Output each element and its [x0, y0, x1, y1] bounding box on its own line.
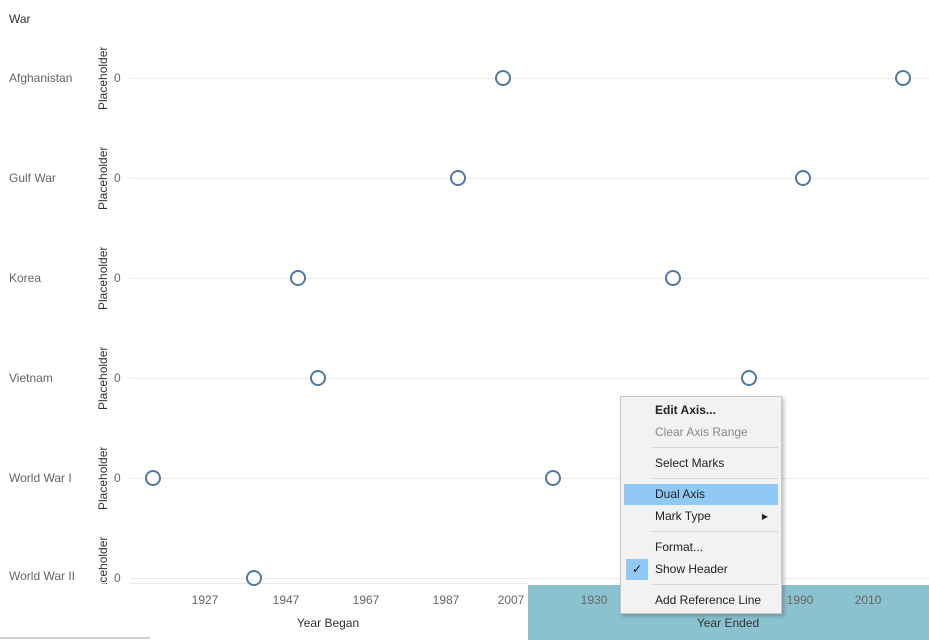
measure-axis-label[interactable]: Placeholder: [96, 46, 110, 110]
mark-afghanistan-began[interactable]: [495, 70, 511, 86]
mark-gulf-war-began[interactable]: [450, 170, 466, 186]
row-gridline: [130, 178, 929, 179]
mark-korea-began[interactable]: [290, 270, 306, 286]
row-label-afghanistan[interactable]: Afghanistan: [9, 71, 73, 85]
row-gridline: [130, 78, 929, 79]
year-ended-tick: 1930: [580, 593, 608, 607]
mark-korea-ended[interactable]: [665, 270, 681, 286]
year-ended-axis-title[interactable]: Year Ended: [696, 616, 760, 630]
row-gridline: [130, 478, 929, 479]
bottom-border: [0, 637, 150, 639]
year-ended-tick: 1990: [786, 593, 814, 607]
mark-afghanistan-ended[interactable]: [895, 70, 911, 86]
mark-world-war-i-ended[interactable]: [545, 470, 561, 486]
zero-tick: 0: [114, 71, 121, 85]
year-began-tick: 1927: [191, 593, 219, 607]
year-began-tick: 1987: [432, 593, 460, 607]
year-began-axis-title[interactable]: Year Began: [296, 616, 360, 630]
mark-vietnam-began[interactable]: [310, 370, 326, 386]
menu-item-mark-type-label: Mark Type: [655, 509, 711, 523]
mark-world-war-ii-began[interactable]: [246, 570, 262, 586]
menu-item-show-header-label: Show Header: [655, 562, 728, 576]
row-label-vietnam[interactable]: Vietnam: [9, 371, 53, 385]
menu-separator: [652, 584, 778, 585]
menu-separator: [652, 447, 778, 448]
mark-gulf-war-ended[interactable]: [795, 170, 811, 186]
row-label-gulf-war[interactable]: Gulf War: [9, 171, 56, 185]
zero-tick: 0: [114, 471, 121, 485]
measure-axis-label[interactable]: Placeholder: [96, 346, 110, 410]
row-label-world-war-i[interactable]: World War I: [9, 471, 72, 485]
menu-item-dual-axis[interactable]: Dual Axis: [624, 484, 778, 505]
dimension-header: War: [9, 12, 31, 26]
measure-axis-label[interactable]: Placeholder: [96, 446, 110, 510]
menu-item-edit-axis[interactable]: Edit Axis...: [655, 403, 716, 417]
year-began-tick: 1967: [352, 593, 380, 607]
submenu-arrow-icon: ▶: [761, 512, 768, 521]
row-label-korea[interactable]: Korea: [9, 271, 42, 285]
menu-separator: [652, 531, 778, 532]
year-began-tick: 2007: [497, 593, 525, 607]
zero-tick: 0: [114, 271, 121, 285]
menu-item-show-header[interactable]: ✓ Show Header: [624, 559, 778, 580]
row-gridline: [130, 278, 929, 279]
zero-tick: 0: [114, 371, 121, 385]
row-gridline: [130, 578, 929, 579]
year-ended-tick: 2010: [854, 593, 882, 607]
zero-tick: 0: [114, 571, 121, 585]
menu-item-select-marks[interactable]: Select Marks: [655, 456, 725, 470]
year-began-axis-line: [130, 583, 528, 584]
menu-separator: [652, 478, 778, 479]
measure-axis-label[interactable]: Placeholder: [96, 536, 110, 600]
row-label-world-war-ii[interactable]: World War II: [9, 569, 76, 583]
menu-item-add-reference-line[interactable]: Add Reference Line: [655, 593, 762, 607]
mark-world-war-i-began[interactable]: [145, 470, 161, 486]
zero-tick: 0: [114, 171, 121, 185]
menu-item-mark-type[interactable]: Mark Type ▶: [624, 506, 778, 527]
menu-item-clear-axis-range: Clear Axis Range: [655, 425, 748, 439]
year-began-tick: 1947: [272, 593, 300, 607]
row-gridline: [130, 378, 929, 379]
axis-context-menu: Edit Axis... Clear Axis Range Select Mar…: [620, 396, 782, 614]
menu-item-format[interactable]: Format...: [655, 540, 704, 554]
mark-vietnam-ended[interactable]: [741, 370, 757, 386]
checkmark-icon: ✓: [626, 559, 648, 580]
measure-axis-label[interactable]: Placeholder: [96, 246, 110, 310]
measure-axis-label[interactable]: Placeholder: [96, 146, 110, 210]
